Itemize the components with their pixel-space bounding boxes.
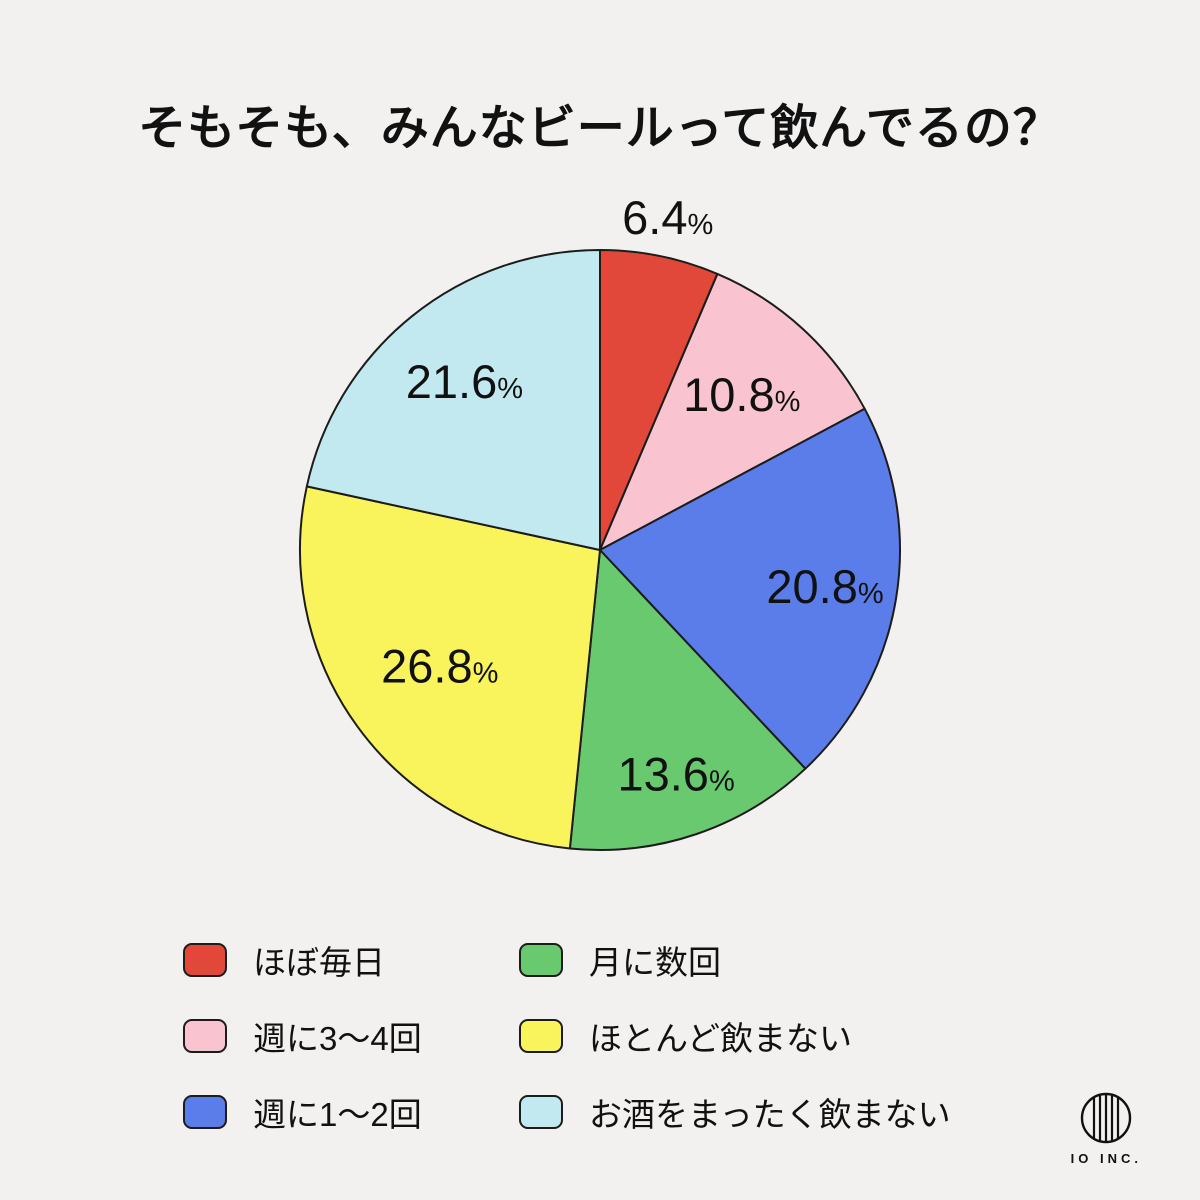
slice-value-label: 10.8% <box>683 368 800 421</box>
legend-label: 週に1〜2回 <box>253 1096 422 1133</box>
legend-swatch <box>183 943 227 977</box>
slice-value-label: 26.8% <box>381 639 498 692</box>
legend-item: 月に数回 <box>519 936 951 984</box>
legend-item: ほとんど飲まない <box>519 1012 951 1060</box>
slice-value-label: 6.4% <box>622 191 713 244</box>
chart-title: そもそも、みんなビールって飲んでるの？ <box>138 102 1062 155</box>
pie-slice-4 <box>568 549 807 851</box>
pie-slice-3 <box>599 407 901 770</box>
legend-item: お酒をまったく飲まない <box>519 1088 951 1136</box>
pie-slice-2 <box>599 272 866 551</box>
legend-column-1: ほぼ毎日週に3〜4回 週に1〜2回 <box>183 936 463 1136</box>
legend-item: ほぼ毎日 <box>183 936 463 984</box>
legend-column-2: 月に数回ほとんど飲まないお酒をまったく飲まない <box>519 936 951 1136</box>
legend-swatch <box>183 1095 227 1129</box>
slice-value-label: 21.6% <box>406 355 523 408</box>
legend-swatch <box>519 1095 563 1129</box>
legend-label: ほぼ毎日 <box>253 944 385 981</box>
brand-text: IO INC. <box>1070 1151 1142 1166</box>
pie-slice-1 <box>599 249 719 551</box>
legend-label: ほとんど飲まない <box>589 1020 853 1057</box>
legend-swatch <box>183 1019 227 1053</box>
pie-slice-5 <box>299 485 601 850</box>
legend-label: お酒をまったく飲まない <box>589 1096 951 1133</box>
legend-swatch <box>519 943 563 977</box>
slice-value-label: 13.6% <box>617 748 734 801</box>
legend-swatch <box>519 1019 563 1053</box>
legend-label: 月に数回 <box>589 944 721 981</box>
legend-item: 週に3〜4回 <box>183 1012 463 1060</box>
slice-value-label: 20.8% <box>766 560 883 613</box>
pie-slice-6 <box>305 249 601 551</box>
legend: ほぼ毎日 週に3〜4回 週に1〜2回 月に数回 ほとんど飲まない お酒をまったく飲まない <box>183 936 951 1136</box>
footer-brand: IO INC. <box>1071 1090 1142 1166</box>
io-logo-icon <box>1081 1092 1132 1144</box>
legend-label: 週に3〜4回 <box>253 1020 422 1057</box>
legend-item: 週に1〜2回 <box>183 1088 463 1136</box>
